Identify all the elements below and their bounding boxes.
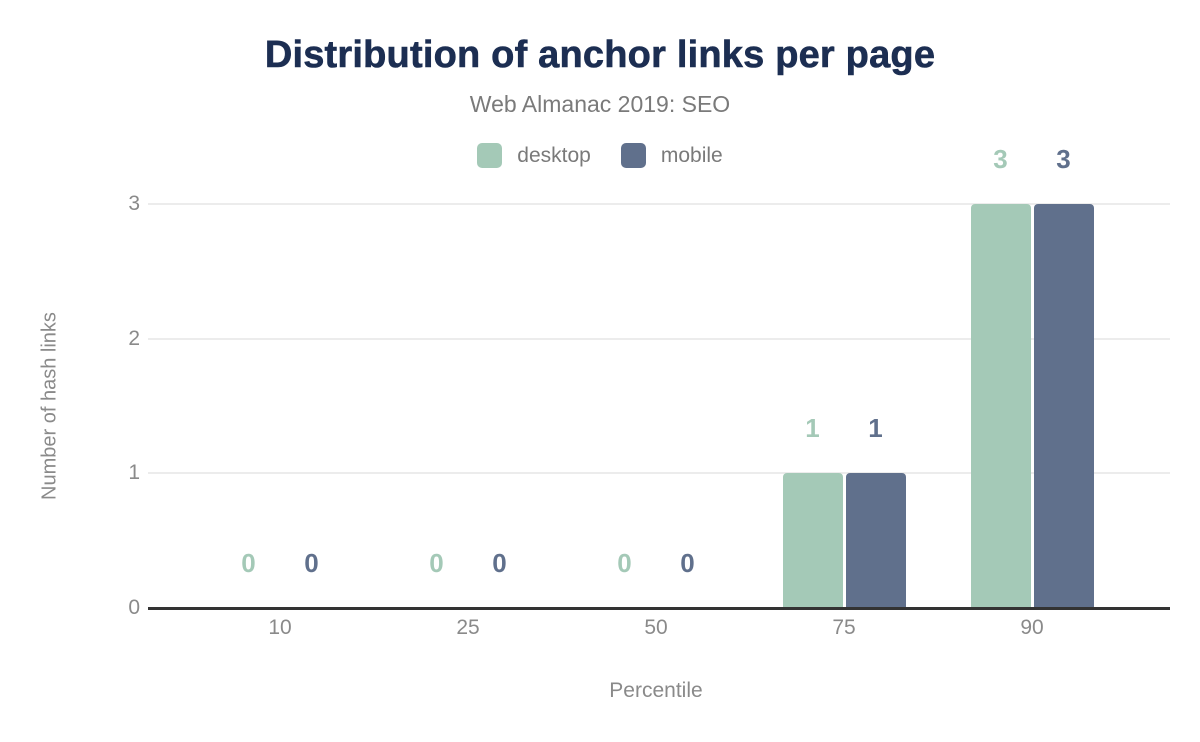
bar-slot-desktop-90: 3 (970, 144, 1031, 608)
y-tick-1: 1 (128, 461, 140, 485)
legend-item-desktop: desktop (477, 143, 591, 168)
chart-title: Distribution of anchor links per page (264, 34, 936, 77)
y-tick-labels: 0 1 2 3 (94, 192, 140, 619)
chart-subtitle: Web Almanac 2019: SEO (469, 91, 731, 117)
y-axis-title: Number of hash links (38, 312, 61, 500)
x-axis-title: Percentile (609, 679, 703, 702)
gridline-3 (148, 203, 1170, 205)
bar-value-desktop-75: 1 (805, 413, 820, 444)
gridline-1 (148, 472, 1170, 475)
bar-value-desktop-50: 0 (617, 548, 632, 578)
bar-slot-mobile-10: 0 (282, 550, 342, 608)
x-axis-line (148, 607, 1170, 610)
gridline-2 (148, 337, 1170, 340)
y-tick-3: 3 (128, 192, 140, 215)
legend: desktop mobile (0, 143, 1200, 168)
bar-mobile-90[interactable] (1033, 204, 1094, 608)
bar-desktop-75[interactable] (782, 473, 843, 608)
bar-value-desktop-25: 0 (429, 548, 444, 578)
x-tick-10: 10 (268, 616, 292, 639)
y-tick-0: 0 (128, 596, 140, 619)
bar-slot-desktop-50: 0 (595, 550, 655, 608)
x-tick-75: 75 (832, 616, 856, 639)
legend-label-desktop: desktop (517, 143, 591, 167)
legend-swatch-desktop-icon (477, 143, 503, 168)
bar-slot-mobile-75: 1 (845, 413, 906, 608)
bar-value-desktop-90: 3 (993, 144, 1008, 174)
bar-slot-desktop-75: 1 (782, 413, 843, 608)
bar-slot-mobile-50: 0 (658, 550, 718, 608)
bar-value-mobile-90: 3 (1056, 144, 1071, 174)
legend-swatch-mobile-icon (620, 143, 646, 168)
bar-value-mobile-50: 0 (680, 548, 695, 578)
bar-value-desktop-10: 0 (241, 548, 256, 578)
x-tick-labels: 10 25 50 75 90 (186, 616, 1126, 640)
bar-value-mobile-10: 0 (304, 548, 319, 578)
bar-desktop-90[interactable] (970, 204, 1031, 608)
bar-value-mobile-25: 0 (492, 548, 507, 578)
y-tick-2: 2 (128, 326, 140, 350)
bar-slot-mobile-90: 3 (1033, 144, 1094, 608)
legend-item-mobile: mobile (620, 143, 723, 168)
bar-slot-mobile-25: 0 (470, 550, 530, 608)
bar-slot-desktop-10: 0 (219, 550, 279, 608)
x-tick-90: 90 (1020, 616, 1044, 639)
bar-value-mobile-75: 1 (868, 413, 883, 444)
legend-label-mobile: mobile (660, 143, 723, 167)
bar-slot-desktop-25: 0 (407, 550, 467, 608)
bar-mobile-75[interactable] (845, 473, 906, 608)
x-tick-50: 50 (644, 616, 668, 639)
x-tick-25: 25 (456, 616, 480, 639)
